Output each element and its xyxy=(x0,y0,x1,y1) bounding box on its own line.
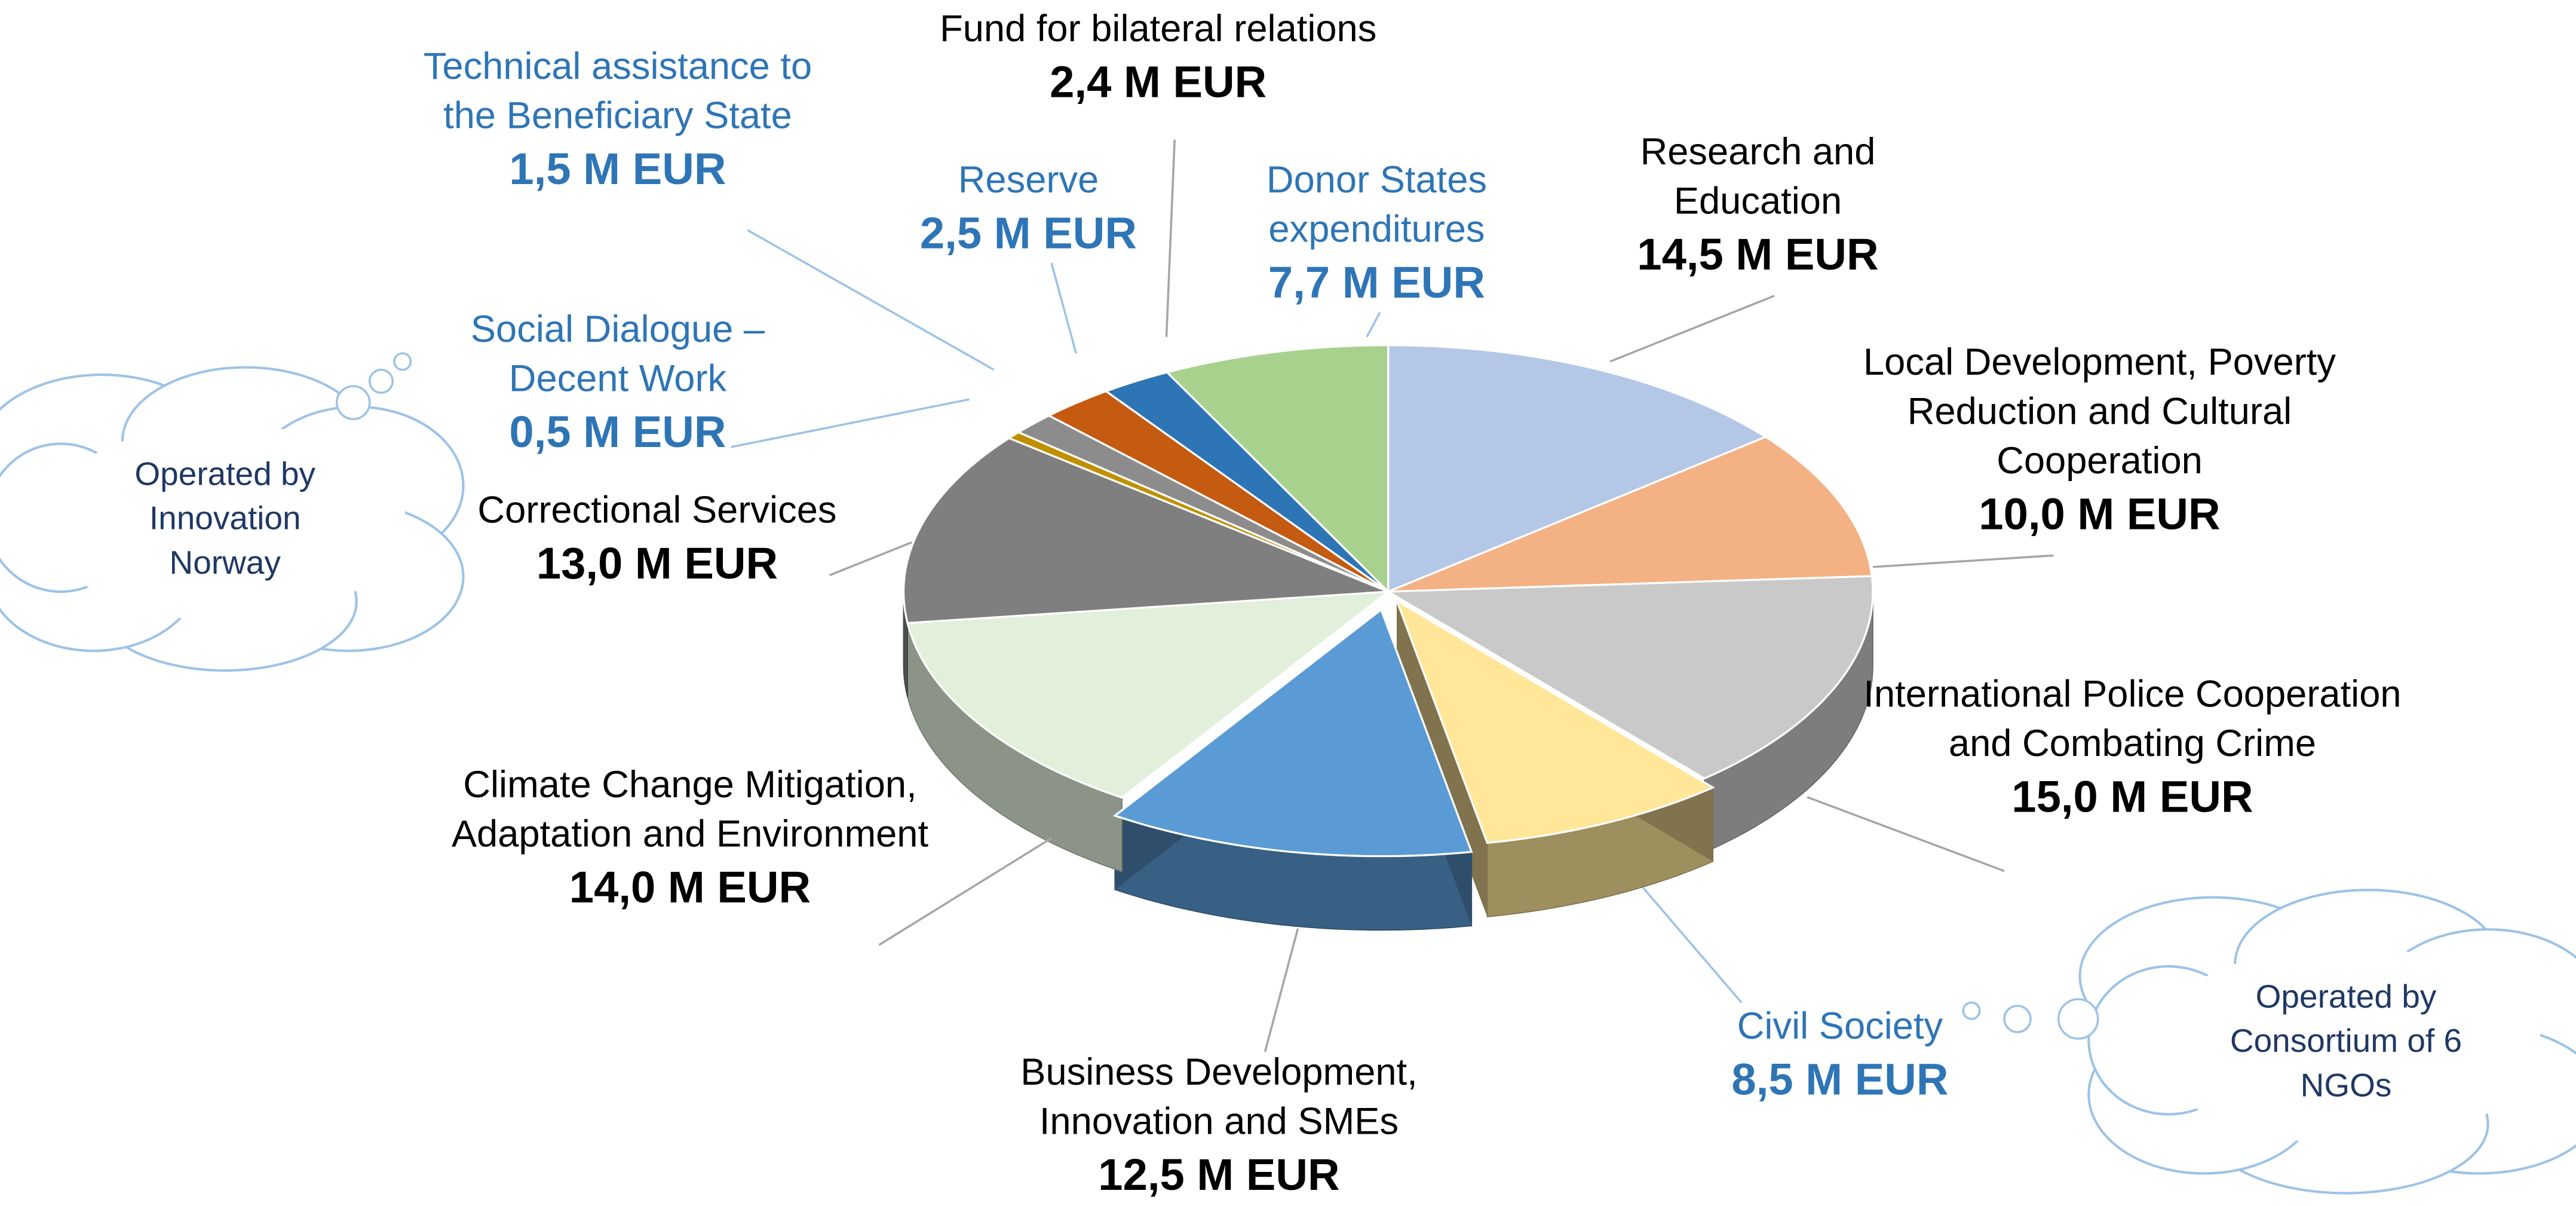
leader-line xyxy=(1609,295,1775,363)
value-label: 10,0 M EUR xyxy=(1979,489,2221,539)
leader-line xyxy=(829,541,912,577)
value-label: 2,4 M EUR xyxy=(1050,57,1267,107)
leader-line xyxy=(1050,262,1077,354)
annotation: Operated by Consortium of 6 NGOs xyxy=(2230,980,2462,1104)
value-label: 0,5 M EUR xyxy=(509,407,726,457)
slice-label: Fund for bilateral relations 2,4 M EUR xyxy=(887,5,1430,112)
cloud-bubble xyxy=(335,385,371,421)
leader-line xyxy=(1264,928,1299,1052)
annotation: Operated by Innovation Norway xyxy=(134,457,316,582)
pie-slice xyxy=(1387,344,1768,593)
value-label: 14,5 M EUR xyxy=(1637,229,1879,279)
slice-label: Business Development, Innovation and SME… xyxy=(956,1049,1482,1205)
value-label: 15,0 M EUR xyxy=(2011,772,2253,822)
cloud-bubble xyxy=(2003,1005,2032,1033)
pie-slice xyxy=(1103,371,1389,593)
category-label: Business Development, Innovation and SME… xyxy=(1020,1050,1418,1142)
leader-line xyxy=(1642,886,1743,1003)
cloud-body xyxy=(44,424,406,622)
category-label: Technical assistance to the Beneficiary … xyxy=(423,44,812,136)
slice-label: Reserve 2,5 M EUR xyxy=(897,156,1160,263)
pie-slice xyxy=(1385,575,1874,780)
value-label: 8,5 M EUR xyxy=(1731,1055,1949,1104)
leader-line xyxy=(1366,311,1381,338)
value-label: 2,5 M EUR xyxy=(919,208,1137,258)
value-label: 13,0 M EUR xyxy=(536,538,778,589)
leader-line xyxy=(1807,796,2005,873)
leader-line xyxy=(731,398,970,448)
cloud-bubble xyxy=(2057,998,2099,1040)
value-label: 14,0 M EUR xyxy=(569,862,811,912)
slice-label: Donor States expenditures 7,7 M EUR xyxy=(1229,156,1525,312)
cloud-bubble xyxy=(368,368,394,394)
value-label: 12,5 M EUR xyxy=(1098,1150,1340,1199)
value-label: 7,7 M EUR xyxy=(1268,258,1486,307)
slice-label: Local Development, Poverty Reduction and… xyxy=(1853,339,2346,544)
pie-slice xyxy=(1394,598,1716,844)
cloud-bubble xyxy=(1962,1001,1981,1020)
pie-slice xyxy=(902,437,1389,625)
leader-line xyxy=(1165,139,1176,337)
category-label: Civil Society xyxy=(1737,1004,1943,1047)
category-label: Correctional Services xyxy=(477,488,837,531)
slice-label: Civil Society 8,5 M EUR xyxy=(1660,1003,2021,1110)
slice-label: Research and Education 14,5 M EUR xyxy=(1594,128,1922,284)
leader-line xyxy=(747,229,995,371)
pie-slice xyxy=(1388,436,1873,593)
category-label: Local Development, Poverty Reduction and… xyxy=(1863,340,2336,482)
cloud-body xyxy=(2151,947,2541,1144)
cloud-bubble xyxy=(393,352,412,371)
pie-slice xyxy=(906,590,1392,799)
category-label: Donor States expenditures xyxy=(1266,158,1488,250)
pie-slice xyxy=(1165,344,1390,594)
category-label: International Police Cooperation and Com… xyxy=(1863,672,2402,764)
slice-label: International Police Cooperation and Com… xyxy=(1837,671,2428,827)
category-label: Reserve xyxy=(958,158,1099,201)
cloud xyxy=(1962,889,2576,1195)
category-label: Social Dialogue – Decent Work xyxy=(470,307,765,399)
cloud xyxy=(0,352,465,672)
pie-slice xyxy=(1047,390,1389,593)
value-label: 1,5 M EUR xyxy=(509,144,726,194)
slice-label: Correctional Services 13,0 M EUR xyxy=(460,486,854,593)
slice-label: Technical assistance to the Beneficiary … xyxy=(412,43,823,199)
leader-line xyxy=(1872,554,2054,568)
slice-label: Climate Change Mitigation, Adaptation an… xyxy=(403,761,978,917)
category-label: Fund for bilateral relations xyxy=(940,7,1377,50)
category-label: Climate Change Mitigation, Adaptation an… xyxy=(451,763,929,855)
leader-line xyxy=(878,837,1052,946)
pie-slice xyxy=(1112,608,1473,858)
slice-label: Social Dialogue – Decent Work 0,5 M EUR xyxy=(421,306,815,462)
category-label: Research and Education xyxy=(1640,130,1876,222)
